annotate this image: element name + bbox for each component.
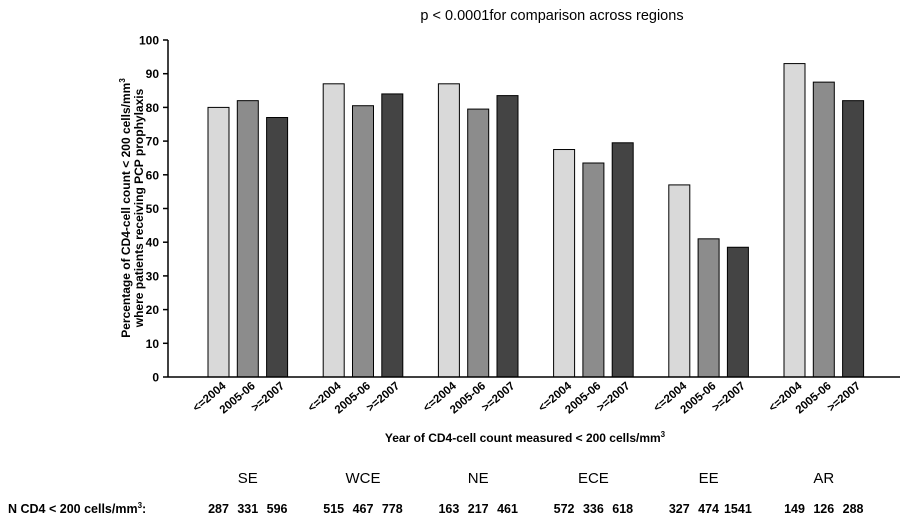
- bar-se-2: [266, 117, 289, 378]
- y-axis-label-sup: 3: [118, 78, 127, 83]
- bar-ee-0: [668, 184, 691, 378]
- n-value: 288: [843, 502, 864, 516]
- y-tick-label: 20: [146, 303, 160, 317]
- n-value: 331: [237, 502, 258, 516]
- svg-text:N CD4 < 200 cells/mm3:: N CD4 < 200 cells/mm3:: [8, 501, 146, 516]
- n-value: 618: [612, 502, 633, 516]
- y-tick-label: 0: [152, 371, 159, 385]
- n-row-label-sup: 3: [138, 501, 143, 510]
- region-label: WCE: [346, 470, 381, 487]
- x-axis-label-sup: 3: [661, 430, 666, 439]
- n-value: 467: [353, 502, 374, 516]
- bar-ee-1: [697, 238, 720, 378]
- y-tick-label: 40: [146, 236, 160, 250]
- x-tick-label: >=2007: [710, 380, 748, 414]
- bar-ne-2: [496, 95, 519, 378]
- svg-text:Percentage of CD4-cell count <: Percentage of CD4-cell count < 200 cells…: [118, 78, 133, 338]
- n-value: 327: [669, 502, 690, 516]
- y-tick-label: 30: [146, 269, 160, 283]
- bar-ece-1: [582, 162, 605, 378]
- n-value: 474: [698, 502, 719, 516]
- region-label: NE: [468, 470, 489, 487]
- n-value: 515: [323, 502, 344, 516]
- bar-ar-1: [812, 81, 835, 378]
- y-tick-label: 50: [146, 202, 160, 216]
- n-value: 336: [583, 502, 604, 516]
- bar-ece-0: [553, 149, 576, 378]
- bar-ece-2: [611, 142, 634, 378]
- bar-ne-1: [467, 108, 490, 378]
- region-label: AR: [813, 470, 834, 487]
- bar-wce-0: [322, 83, 345, 378]
- svg-text:Year of CD4-cell count measure: Year of CD4-cell count measured < 200 ce…: [385, 430, 666, 445]
- y-tick-label: 90: [146, 67, 160, 81]
- region-label: EE: [699, 470, 719, 487]
- n-value: 163: [438, 502, 459, 516]
- bar-ne-0: [437, 83, 460, 378]
- n-value: 217: [468, 502, 489, 516]
- region-label: ECE: [578, 470, 609, 487]
- x-tick-label: >=2007: [825, 380, 863, 414]
- bar-ar-0: [783, 63, 806, 378]
- n-row-label-suffix: :: [142, 502, 146, 516]
- y-axis-label-line1: Percentage of CD4-cell count < 200 cells…: [119, 83, 133, 338]
- y-axis-label-line2: where patients receiving PCP prophylaxis: [132, 88, 146, 328]
- x-axis-label: Year of CD4-cell count measured < 200 ce…: [385, 431, 661, 445]
- n-value: 1541: [724, 502, 752, 516]
- y-tick-label: 70: [146, 135, 160, 149]
- bar-wce-1: [352, 105, 374, 378]
- x-tick-label: >=2007: [249, 380, 287, 414]
- n-value: 778: [382, 502, 403, 516]
- n-value: 126: [813, 502, 834, 516]
- x-tick-label: >=2007: [365, 380, 403, 414]
- bar-ee-2: [726, 246, 749, 378]
- y-axis-label: Percentage of CD4-cell count < 200 cells…: [118, 78, 146, 338]
- n-row-label: N CD4 < 200 cells/mm: [8, 502, 138, 516]
- x-tick-label: >=2007: [480, 380, 518, 414]
- bar-wce-2: [381, 93, 404, 378]
- n-value: 461: [497, 502, 518, 516]
- n-value: 596: [267, 502, 288, 516]
- bar-ar-2: [842, 100, 865, 378]
- x-tick-label: >=2007: [595, 380, 633, 414]
- y-tick-label: 100: [139, 34, 159, 48]
- bar-se-1: [236, 100, 259, 378]
- y-tick-label: 80: [146, 101, 160, 115]
- region-label: SE: [238, 470, 258, 487]
- bar-se-0: [207, 106, 230, 378]
- chart-title: p < 0.0001for comparison across regions: [420, 8, 683, 24]
- n-value: 287: [208, 502, 229, 516]
- n-value: 572: [554, 502, 575, 516]
- n-value: 149: [784, 502, 805, 516]
- y-tick-label: 10: [146, 337, 160, 351]
- y-tick-label: 60: [146, 168, 160, 182]
